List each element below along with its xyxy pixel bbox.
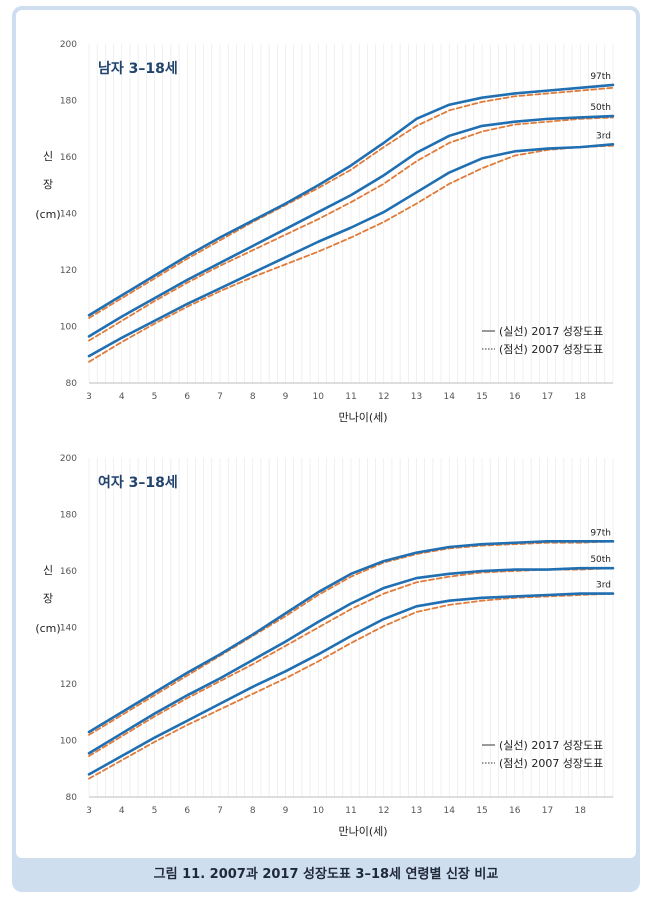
series-line-50th-2007	[88, 116, 614, 342]
legend: (실선) 2017 성장도표 (점선) 2007 성장도표	[482, 325, 603, 356]
x-tick-label: 11	[345, 806, 356, 816]
x-tick-label: 18	[575, 392, 587, 402]
y-tick-label: 100	[60, 737, 77, 747]
x-tick-label: 4	[119, 806, 125, 816]
x-tick-label: 6	[184, 806, 190, 816]
x-tick-label: 17	[542, 806, 553, 816]
y-axis-title: 신	[43, 150, 53, 163]
grid	[88, 458, 614, 797]
x-tick-label: 16	[509, 806, 521, 816]
series-line-3rd-2007	[88, 144, 614, 363]
legend-solid-label: (실선) 2017 성장도표	[499, 739, 603, 752]
x-tick-label: 5	[152, 806, 158, 816]
figure-frame: 80 100 120 140 160 180 200 3 4 5 6 7 8 9 10 11 12 13 14 15 1…	[12, 6, 640, 892]
x-axis-title: 만나이(세)	[338, 411, 387, 424]
x-tick-label: 4	[119, 392, 125, 402]
y-axis-title: 장	[43, 178, 53, 191]
x-tick-label: 6	[184, 392, 190, 402]
y-axis-title: (cm)	[35, 208, 60, 221]
x-tick-label: 10	[313, 392, 325, 402]
x-tick-label: 12	[378, 806, 389, 816]
x-tick-label: 9	[283, 806, 289, 816]
y-tick-label: 80	[66, 793, 78, 803]
x-tick-label: 8	[250, 392, 256, 402]
chart-boys: 80 100 120 140 160 180 200 3 4 5 6 7 8 9 10 11 12 13 14 15 1…	[35, 40, 615, 424]
percentile-label: 97th	[590, 72, 611, 82]
x-tick-label: 8	[250, 806, 256, 816]
series-line-50th-2017	[87, 566, 615, 755]
legend-solid-label: (실선) 2017 성장도표	[499, 325, 603, 338]
y-tick-label: 120	[60, 680, 77, 690]
series-line-50th-2017	[87, 114, 615, 338]
x-tick-label: 13	[411, 392, 422, 402]
y-tick-label: 160	[60, 153, 77, 163]
percentile-label: 3rd	[596, 131, 611, 141]
series-line-97th-2007	[88, 540, 614, 736]
y-tick-label: 140	[60, 624, 77, 634]
percentile-label: 50th	[590, 555, 611, 565]
x-tick-label: 3	[86, 806, 92, 816]
y-tick-label: 120	[60, 266, 77, 276]
y-axis-title: (cm)	[35, 622, 60, 635]
x-tick-label: 13	[411, 806, 422, 816]
series-line-97th-2017	[87, 83, 615, 317]
x-axis-title: 만나이(세)	[338, 825, 387, 838]
legend-dashed-label: (점선) 2007 성장도표	[499, 757, 603, 770]
series-line-97th-2007	[88, 86, 614, 319]
legend-dashed-label: (점선) 2007 성장도표	[499, 343, 603, 356]
x-tick-label: 7	[217, 806, 223, 816]
figure-caption: 그림 11. 2007과 2017 성장도표 3–18세 연령별 신장 비교	[153, 867, 499, 882]
y-axis-title: 장	[43, 592, 53, 605]
x-tick-label: 7	[217, 392, 223, 402]
y-axis-title: 신	[43, 564, 53, 577]
y-tick-label: 80	[66, 379, 78, 389]
percentile-label: 3rd	[596, 581, 611, 591]
chart-title: 남자 3–18세	[98, 60, 178, 77]
x-tick-label: 14	[444, 806, 456, 816]
series-line-3rd-2017	[87, 142, 615, 358]
x-tick-label: 3	[86, 392, 92, 402]
y-tick-label: 180	[60, 97, 77, 107]
y-tick-label: 100	[60, 323, 77, 333]
x-tick-label: 12	[378, 392, 389, 402]
y-tick-label: 180	[60, 511, 77, 521]
x-tick-label: 11	[345, 392, 356, 402]
y-tick-label: 200	[60, 40, 77, 50]
x-tick-label: 5	[152, 392, 158, 402]
chart-girls: 80 100 120 140 160 180 200 3 4 5 6 7 8 9 10 11 12 13 14 15 1…	[35, 454, 615, 838]
y-tick-label: 200	[60, 454, 77, 464]
series-line-3rd-2017	[87, 592, 615, 776]
x-tick-label: 15	[476, 392, 487, 402]
x-tick-label: 14	[444, 392, 456, 402]
x-tick-label: 17	[542, 392, 553, 402]
series-line-3rd-2007	[88, 592, 614, 780]
percentile-label: 50th	[590, 103, 611, 113]
y-tick-label: 140	[60, 210, 77, 220]
x-tick-label: 16	[509, 392, 521, 402]
chart-title: 여자 3–18세	[98, 474, 178, 491]
y-tick-label: 160	[60, 567, 77, 577]
percentile-label: 97th	[590, 528, 611, 538]
x-tick-label: 9	[283, 392, 289, 402]
x-tick-label: 10	[313, 806, 325, 816]
series-line-97th-2017	[87, 540, 615, 734]
figure-panel: 80 100 120 140 160 180 200 3 4 5 6 7 8 9 10 11 12 13 14 15 1…	[16, 10, 636, 858]
legend: (실선) 2017 성장도표 (점선) 2007 성장도표	[482, 739, 603, 770]
grid	[88, 44, 614, 383]
x-tick-label: 18	[575, 806, 587, 816]
x-tick-label: 15	[476, 806, 487, 816]
